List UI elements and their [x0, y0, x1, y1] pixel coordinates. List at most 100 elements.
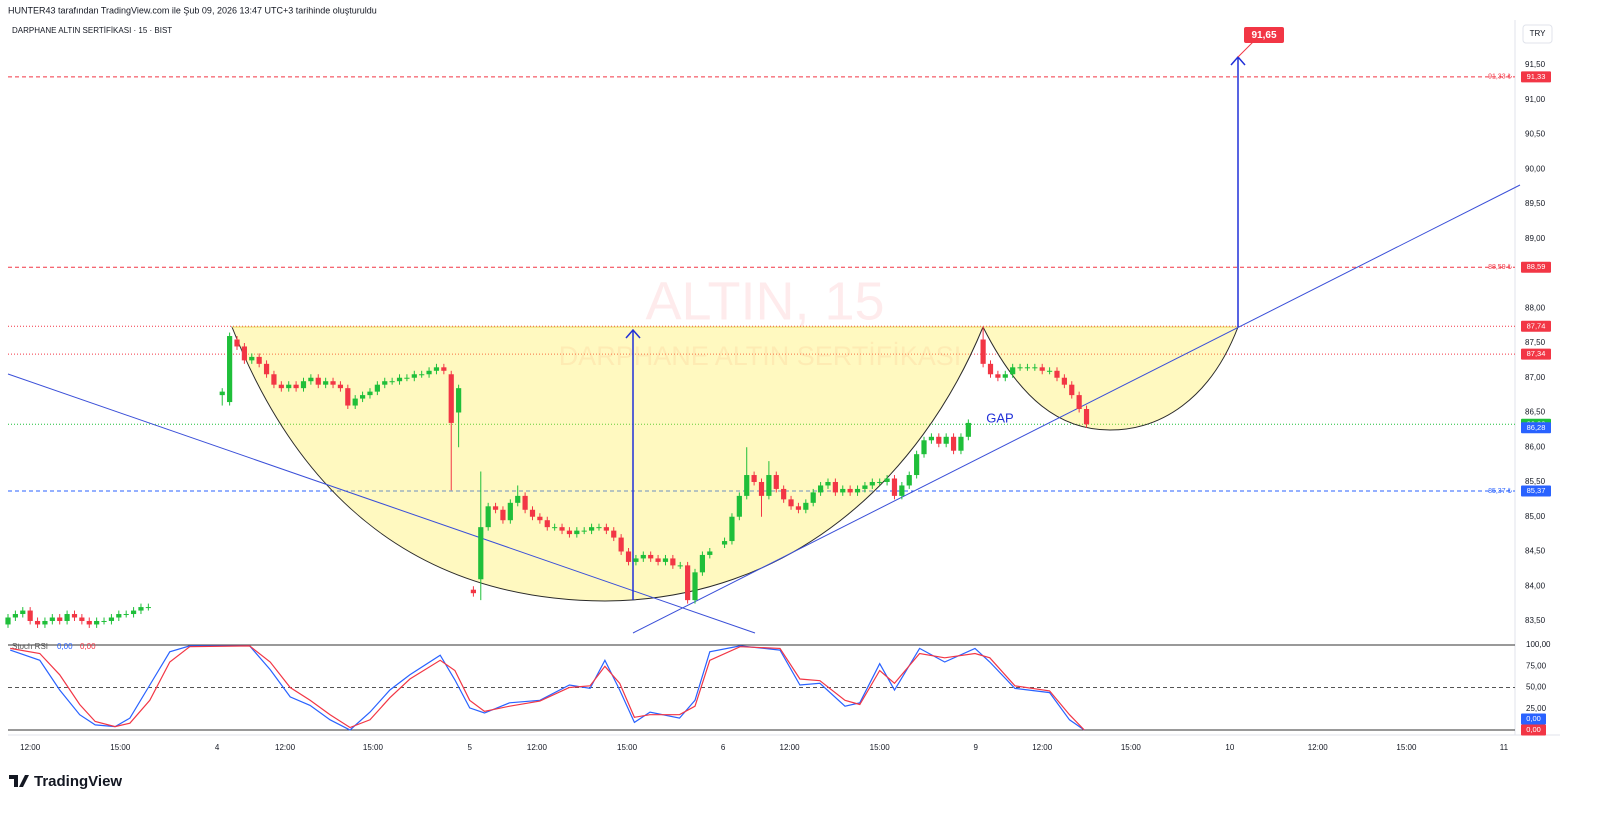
candle-body	[921, 440, 927, 455]
x-tick-label: 6	[721, 743, 726, 752]
candle-body	[1032, 367, 1038, 369]
candle-body	[145, 607, 151, 609]
candle-body	[108, 617, 115, 621]
candle-body	[71, 614, 78, 618]
candle-body	[522, 495, 528, 510]
x-tick-label: 12:00	[527, 743, 548, 752]
candle-body	[825, 481, 831, 486]
candle-body	[965, 422, 971, 437]
symbol-title: DARPHANE ALTIN SERTİFİKASI · 15 · BIST	[12, 26, 172, 35]
candle-body	[655, 558, 661, 562]
candle-body	[566, 530, 573, 535]
x-tick-label: 12:00	[20, 743, 41, 752]
candle-body	[352, 398, 358, 406]
candle-body	[884, 478, 890, 482]
y-tick-label: 85,50	[1525, 477, 1546, 486]
arrow-head	[625, 328, 641, 339]
candle-body	[914, 454, 920, 476]
candle-body	[862, 485, 868, 489]
candle-body	[492, 506, 499, 510]
x-tick-label: 12:00	[1308, 743, 1329, 752]
price-label-box	[1521, 348, 1551, 360]
trend-line	[7, 373, 756, 634]
stoch-value-label: 0,00	[1526, 714, 1541, 723]
currency[interactable]: TRY	[1530, 29, 1547, 38]
stoch-pane: Stoch RSI 0,00 0,00	[8, 642, 1515, 731]
candle-body	[943, 436, 949, 444]
stoch-title: Stoch RSI	[12, 642, 48, 651]
target-box	[1244, 27, 1284, 43]
stoch-line	[10, 645, 1085, 731]
candle-body	[648, 554, 654, 559]
candle-body	[278, 384, 284, 389]
candle-body	[891, 478, 898, 496]
stoch-value-label: 0,00	[1526, 725, 1541, 734]
x-tick-label: 11	[1500, 743, 1509, 752]
candle-body	[692, 572, 698, 601]
candle-body	[766, 475, 772, 496]
candle-body	[27, 610, 33, 621]
candle-body	[928, 436, 935, 441]
price-label: 86,28	[1527, 423, 1546, 432]
cup	[231, 326, 984, 602]
candle-body	[86, 620, 92, 625]
y-tick-label: 87,50	[1525, 338, 1546, 347]
candle-body	[603, 527, 609, 531]
candle-body	[670, 558, 676, 566]
price-label: 88,59	[1527, 262, 1546, 271]
candle-body	[478, 527, 484, 580]
stoch-tick-label: 100,00	[1526, 640, 1551, 649]
candle-body	[116, 614, 122, 618]
candle-body	[1061, 377, 1067, 385]
currency-button[interactable]	[1522, 24, 1553, 44]
candle-body	[1002, 374, 1008, 378]
candle-body	[788, 499, 794, 507]
y-tick-label: 83,50	[1525, 616, 1546, 625]
candle-body	[588, 527, 595, 531]
candle-body	[1069, 384, 1075, 396]
candle-body	[1039, 367, 1045, 371]
candle-body	[300, 381, 307, 389]
candle-body	[234, 339, 240, 347]
candle-body	[707, 551, 713, 555]
candle-body	[241, 346, 247, 361]
y-tick-label: 85,00	[1525, 512, 1546, 521]
stoch-tick-label: 75,00	[1526, 661, 1547, 670]
y-tick-label: 90,00	[1525, 164, 1546, 173]
stoch-line	[10, 645, 1085, 731]
candle-body	[374, 384, 380, 392]
y-tick-label: 86,00	[1525, 442, 1546, 451]
candle-body	[958, 436, 964, 451]
candle-body	[263, 363, 270, 375]
y-tick-label: 91,50	[1525, 60, 1546, 69]
candle-body	[515, 495, 521, 503]
candle-body	[507, 502, 513, 521]
candle-body	[433, 367, 440, 371]
x-tick-label: 15:00	[1121, 743, 1142, 752]
price-label-box	[1521, 71, 1551, 83]
candle-body	[441, 367, 447, 371]
x-tick-label: 12:00	[1032, 743, 1053, 752]
candle-body	[677, 565, 683, 567]
price-label-box	[1521, 261, 1551, 273]
candle-body	[249, 356, 255, 361]
candle-body	[389, 381, 395, 383]
x-tick-label: 12:00	[780, 743, 801, 752]
candle-body	[256, 356, 262, 364]
candle-body	[877, 481, 883, 483]
candle-body	[729, 516, 735, 542]
watermark-sub: DARPHANE ALTIN SERTİFİKASI	[559, 340, 962, 371]
candle-body	[485, 506, 491, 528]
price-lines	[8, 76, 1515, 492]
candle-body	[426, 370, 432, 375]
candle-body	[64, 614, 70, 621]
candle-body	[537, 516, 543, 521]
handle	[982, 326, 1239, 431]
x-tick-label: 15:00	[617, 743, 638, 752]
x-tick-label: 15:00	[870, 743, 891, 752]
candle-body	[529, 509, 536, 517]
candle-body	[699, 554, 706, 573]
stoch-value-box	[1521, 724, 1546, 736]
candle-body	[803, 502, 809, 510]
